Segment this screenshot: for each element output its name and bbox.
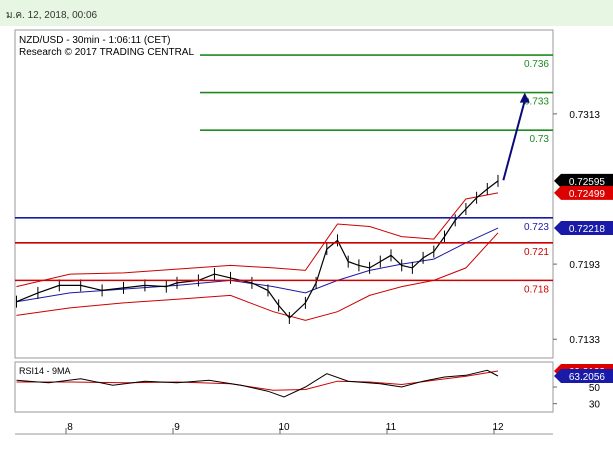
rsi-badge-label: 63.2056: [569, 372, 606, 383]
rsi-ma-line: [16, 370, 499, 391]
level-label: 0.718: [524, 284, 549, 295]
y-tick-label: 0.7313: [569, 110, 600, 121]
rsi-badge: [554, 368, 613, 383]
rsi-panel: [14, 361, 554, 413]
price-badge-label: 0.72499: [569, 189, 606, 200]
price-panel: [14, 29, 554, 359]
level-label: 0.73: [530, 134, 550, 145]
rsi-label: RSI14 - 9MA: [19, 366, 71, 376]
chart-title: NZD/USD - 30min - 1:06:11 (CET): [19, 35, 171, 46]
price-badge: [554, 221, 613, 236]
level-label: 0.733: [524, 97, 549, 108]
level-label: 0.721: [524, 247, 549, 258]
rsi-tick-label: 30: [589, 400, 601, 411]
level-label: 0.736: [524, 59, 549, 70]
rsi-line: [16, 369, 499, 398]
chart-subtitle: Research © 2017 TRADING CENTRAL: [19, 47, 194, 58]
forecast-arrow-head: [519, 92, 530, 103]
price-badge: [554, 185, 613, 200]
timestamp: ม.ค. 12, 2018, 00:06: [6, 10, 98, 21]
y-tick-label: 0.7133: [569, 335, 600, 346]
header-bar: ม.ค. 12, 2018, 00:06: [0, 0, 613, 26]
rsi-tick-label: 50: [589, 383, 601, 394]
x-tick-label: 11: [386, 422, 397, 433]
level-label: 0.723: [524, 222, 549, 233]
x-tick-label: 8: [67, 422, 73, 433]
price-badge-label: 0.72595: [569, 177, 606, 188]
x-tick-label: 12: [492, 422, 504, 433]
band-upper-line: [16, 192, 499, 288]
price-badge: [554, 173, 613, 188]
forecast-arrow-line: [502, 100, 526, 181]
x-tick-label: 9: [174, 422, 180, 433]
price-badge-label: 0.72218: [569, 224, 606, 235]
y-tick-label: 0.7193: [569, 260, 600, 271]
x-tick-label: 10: [278, 422, 290, 433]
